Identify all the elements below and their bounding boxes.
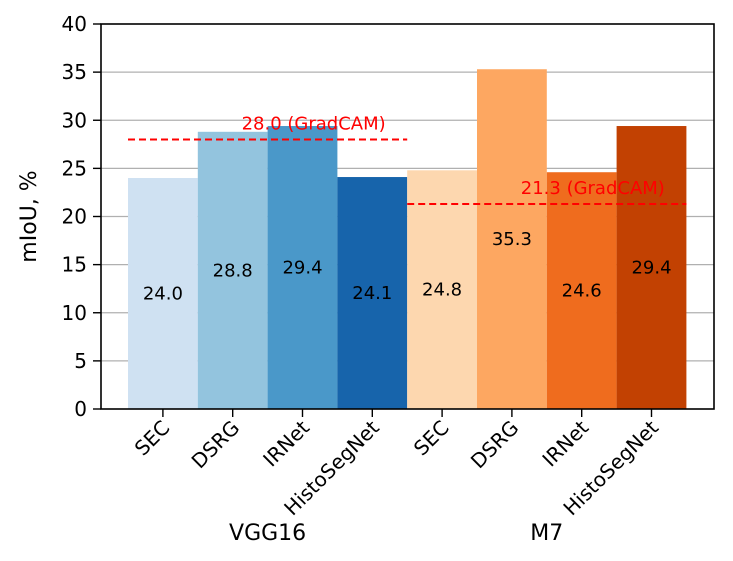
bar-m7-sec xyxy=(407,170,477,409)
x-tick-label: IRNet xyxy=(258,415,314,471)
x-tick-label: DSRG xyxy=(187,416,245,474)
y-axis-title: mIoU, % xyxy=(17,170,42,262)
bar-value-label: 35.3 xyxy=(492,229,532,250)
x-tick-label: SEC xyxy=(130,416,175,461)
bar-m7-histosegnet xyxy=(616,126,687,410)
bar-vgg16-sec xyxy=(128,178,198,409)
bar-vgg16-irnet xyxy=(267,126,338,410)
reference-label: 21.3 (GradCAM) xyxy=(521,178,665,199)
bars xyxy=(128,69,687,410)
bar-value-label: 24.6 xyxy=(562,281,602,302)
bar-value-label: 24.1 xyxy=(352,283,392,304)
y-tick-label: 10 xyxy=(62,301,87,325)
bar-m7-irnet xyxy=(546,172,617,409)
x-tick-label: DSRG xyxy=(466,416,524,474)
group-label-m7: M7 xyxy=(530,521,563,546)
bar-value-label: 24.8 xyxy=(422,280,462,301)
bar-vgg16-dsrg xyxy=(197,131,268,410)
y-tick-label: 20 xyxy=(62,205,87,229)
y-tick-label: 35 xyxy=(62,60,87,84)
x-tick-label: IRNet xyxy=(537,415,593,471)
bar-vgg16-histosegnet xyxy=(337,177,408,409)
reference-label: 28.0 (GradCAM) xyxy=(242,114,386,135)
bar-m7-dsrg xyxy=(477,69,547,410)
bar-value-label: 24.0 xyxy=(143,284,183,305)
bar-value-label: 28.8 xyxy=(213,260,253,281)
bar-value-label: 29.4 xyxy=(631,258,671,279)
bar-value-labels: 24.0 28.8 29.4 24.1 24.8 35.3 24.6 29.4 xyxy=(143,229,672,304)
y-tick-label: 40 xyxy=(62,12,87,36)
y-axis-ticks: 0 5 10 15 20 25 30 35 40 xyxy=(62,12,101,421)
reference-lines: 28.0 (GradCAM) 21.3 (GradCAM) xyxy=(128,114,687,205)
y-tick-label: 5 xyxy=(74,349,87,373)
y-tick-label: 0 xyxy=(74,397,87,421)
group-labels: VGG16 M7 xyxy=(229,521,563,546)
y-tick-label: 30 xyxy=(62,108,87,132)
x-tick-label: SEC xyxy=(409,416,454,461)
y-tick-label: 15 xyxy=(62,253,87,277)
bar-value-label: 29.4 xyxy=(282,258,322,279)
group-label-vgg16: VGG16 xyxy=(229,521,306,546)
y-tick-label: 25 xyxy=(62,156,87,180)
